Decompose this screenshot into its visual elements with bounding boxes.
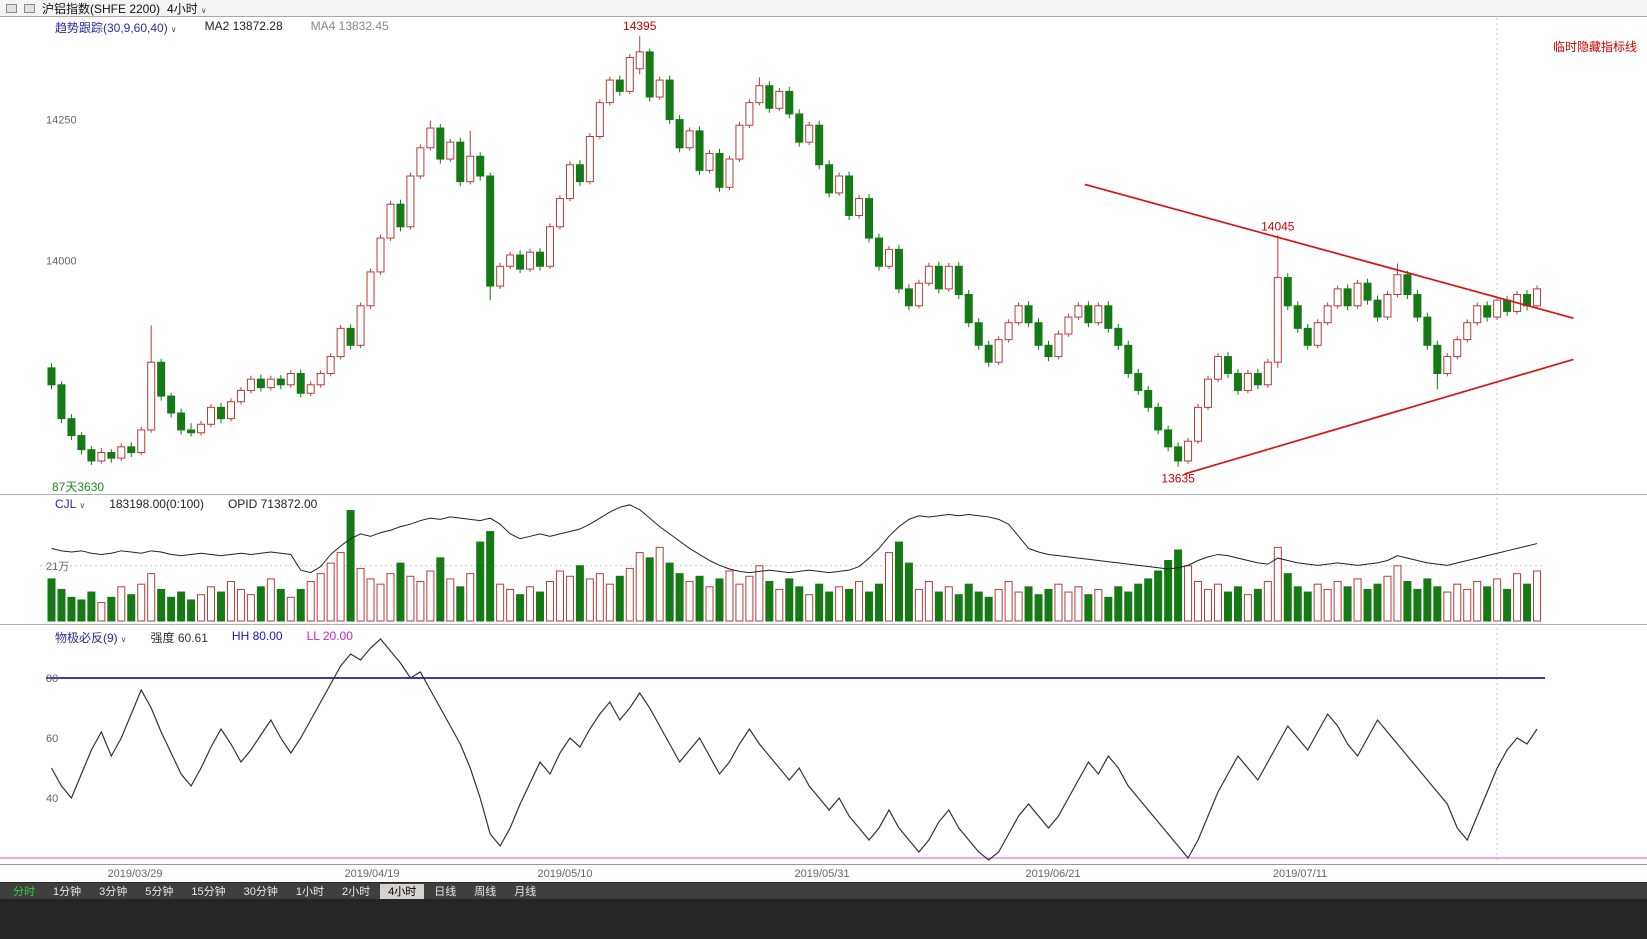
opid-line	[51, 504, 1538, 574]
tab-item-周线[interactable]: 周线	[474, 886, 497, 898]
main-chart-header: 趋势跟踪(30,9,60,40) ∨ MA2 13872.28 MA4 13832…	[55, 19, 389, 36]
tab-item-30分钟[interactable]: 30分钟	[243, 886, 278, 898]
oscillator-axis-label: 40	[46, 793, 58, 805]
tab-item-分时[interactable]: 分时	[13, 886, 35, 898]
date-label: 2019/05/10	[537, 868, 593, 880]
tab-item-1分钟[interactable]: 1分钟	[53, 886, 82, 898]
period-selector[interactable]: 4小时 ∨	[167, 1, 207, 16]
symbol-title: 沪铝指数(SHFE 2200)	[42, 1, 161, 16]
titlebar: 沪铝指数(SHFE 2200) 4小时 ∨	[0, 0, 1647, 17]
date-label: 2019/05/31	[794, 868, 850, 880]
tab-item-2小时[interactable]: 2小时	[342, 886, 371, 898]
ll-value: LL 20.00	[306, 629, 353, 643]
tab-item-4小时[interactable]: 4小时	[380, 883, 425, 899]
chevron-down-icon: ∨	[79, 501, 86, 510]
chevron-down-icon: ∨	[170, 25, 177, 34]
tab-item-月线[interactable]: 月线	[514, 886, 537, 898]
hh-value: HH 80.00	[231, 629, 283, 643]
trendlines-group[interactable]	[1084, 183, 1574, 475]
opid-value: OPID 713872.00	[227, 497, 318, 511]
strength-value: 强度 60.61	[150, 631, 208, 645]
volume-bars-group[interactable]	[47, 510, 1542, 622]
candlestick-chart[interactable]: 14395 14045 13635 14250 14000 21万 80 60 40	[0, 16, 1647, 864]
ma4-value: MA4 13832.45	[310, 19, 389, 33]
date-label: 2019/03/29	[107, 868, 163, 880]
oscillator-indicator-selector[interactable]: 物极必反(9) ∨	[55, 631, 127, 645]
annotations-group: 14395 14045 13635	[623, 19, 1295, 486]
price-annotation: 14395	[623, 19, 657, 33]
price-axis-label: 14250	[46, 115, 77, 127]
trendline	[1084, 183, 1574, 320]
grid-window-icon[interactable]	[24, 3, 35, 13]
trendline	[1184, 358, 1574, 475]
ma2-value: MA2 13872.28	[204, 19, 283, 33]
volume-panel-header: CJL ∨ 183198.00(0:100) OPID 713872.00	[55, 497, 317, 511]
tab-item-5分钟[interactable]: 5分钟	[145, 886, 174, 898]
volume-value: 183198.00(0:100)	[109, 497, 204, 511]
price-annotation: 13635	[1161, 472, 1195, 486]
period-tab-bar: 分时 1分钟 3分钟 5分钟 15分钟 30分钟 1小时 2小时 4小时 日线 周线 月线	[0, 882, 1647, 899]
main-indicator-selector[interactable]: 趋势跟踪(30,9,60,40) ∨	[55, 21, 177, 35]
oscillator-panel-header: 物极必反(9) ∨ 强度 60.61 HH 80.00 LL 20.00	[55, 629, 353, 646]
candles-group[interactable]	[47, 36, 1542, 467]
oscillator-axis-label: 80	[46, 673, 58, 685]
chart-window-icon[interactable]	[6, 3, 17, 13]
tab-item-日线[interactable]: 日线	[434, 886, 457, 898]
volume-indicator-selector[interactable]: CJL ∨	[55, 497, 86, 511]
hide-indicators-link[interactable]: 临时隐藏指标线	[1552, 40, 1637, 54]
status-strip	[0, 899, 1647, 939]
chevron-down-icon: ∨	[200, 5, 207, 15]
date-label: 2019/04/19	[344, 868, 400, 880]
date-axis[interactable]: 2019/03/29 2019/04/19 2019/05/10 2019/05/31…	[0, 864, 1647, 882]
countdown-label: 87天3630	[52, 480, 105, 494]
tab-item-1小时[interactable]: 1小时	[295, 886, 324, 898]
tab-item-3分钟[interactable]: 3分钟	[99, 886, 128, 898]
price-annotation: 14045	[1261, 219, 1295, 233]
price-axis-label: 14000	[46, 256, 77, 268]
chevron-down-icon: ∨	[120, 635, 127, 644]
volume-axis-label: 21万	[46, 561, 69, 573]
oscillator-line	[50, 638, 1538, 861]
tab-item-15分钟[interactable]: 15分钟	[191, 886, 226, 898]
date-label: 2019/07/11	[1272, 868, 1328, 880]
oscillator-axis-label: 60	[46, 733, 58, 745]
date-label: 2019/06/21	[1025, 868, 1081, 880]
